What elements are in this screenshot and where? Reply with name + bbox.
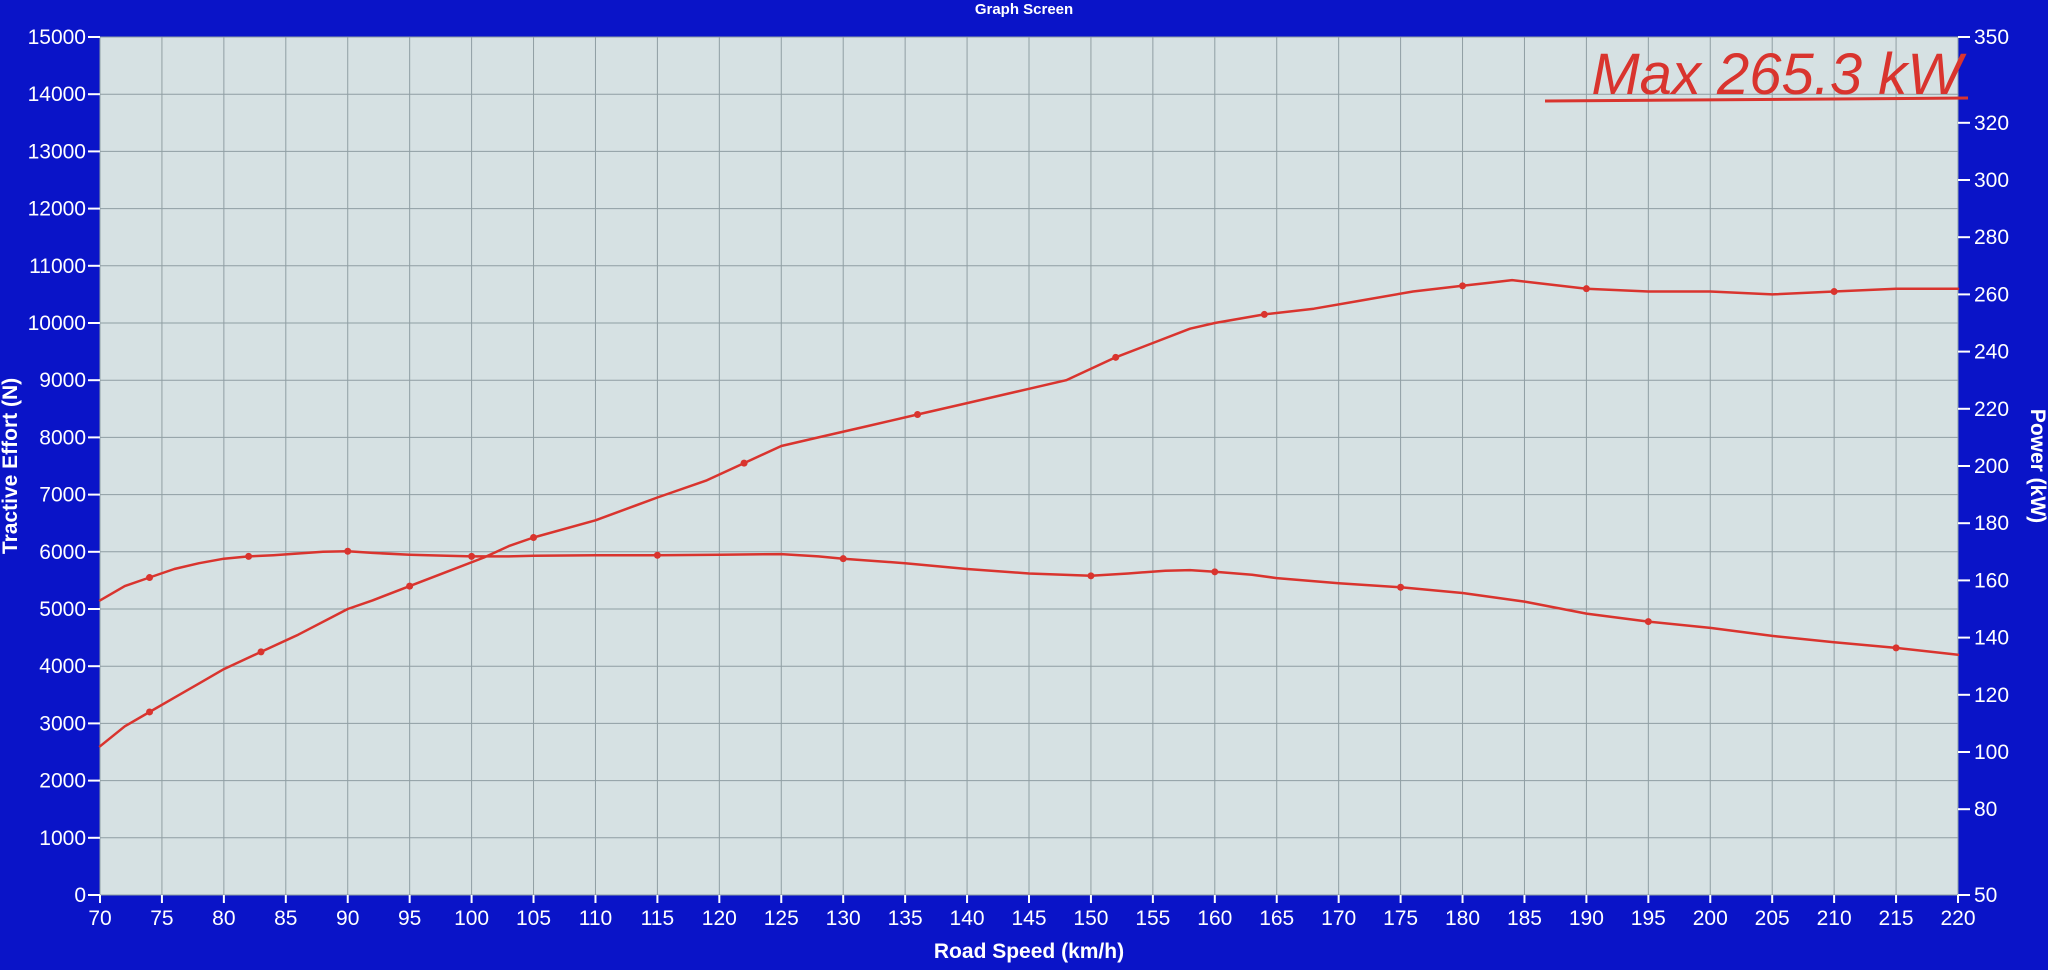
x-tick-label: 200: [1693, 907, 1728, 930]
x-tick-label: 210: [1817, 907, 1852, 930]
x-tick-label: 105: [516, 907, 551, 930]
left-tick-label: 3000: [39, 712, 86, 735]
left-tick-label: 14000: [28, 83, 86, 106]
x-tick-label: 170: [1321, 907, 1356, 930]
x-tick-label: 180: [1445, 907, 1480, 930]
left-tick-label: 10000: [28, 312, 86, 335]
left-tick-label: 12000: [28, 198, 86, 221]
x-tick-label: 115: [641, 907, 674, 930]
left-tick-label: 11000: [29, 255, 86, 278]
right-tick-label: 320: [1974, 112, 2009, 135]
x-tick-label: 185: [1507, 907, 1542, 930]
data-point: [1087, 572, 1095, 580]
x-tick-label: 165: [1259, 907, 1294, 930]
x-tick-label: 160: [1197, 907, 1232, 930]
right-tick-label: 180: [1974, 512, 2009, 535]
right-tick-label: 200: [1974, 455, 2009, 478]
data-point: [146, 574, 154, 582]
data-point: [1830, 288, 1838, 296]
left-tick-label: 4000: [39, 655, 86, 678]
data-point: [257, 648, 265, 656]
right-tick-label: 50: [1974, 884, 1997, 907]
left-tick-label: 2000: [39, 770, 86, 793]
data-point: [344, 547, 352, 555]
right-tick-label: 140: [1974, 627, 2009, 650]
left-tick-label: 1000: [39, 827, 86, 850]
x-tick-label: 145: [1011, 907, 1046, 930]
x-tick-label: 85: [274, 907, 297, 930]
data-point: [530, 534, 538, 541]
data-point: [245, 552, 253, 560]
left-tick-label: 9000: [39, 369, 86, 392]
x-tick-label: 130: [826, 907, 861, 930]
left-tick-label: 6000: [39, 541, 86, 564]
x-tick-label: 95: [398, 907, 421, 930]
y-axis-title: Tractive Effort (N): [0, 378, 22, 554]
right-tick-label: 220: [1974, 398, 2009, 421]
right-tick-label: 280: [1974, 226, 2009, 249]
x-axis-title: Road Speed (km/h): [934, 940, 1124, 963]
x-tick-label: 140: [950, 907, 985, 930]
left-tick-label: 15000: [28, 26, 86, 49]
x-tick-label: 175: [1383, 907, 1418, 930]
x-tick-label: 190: [1569, 907, 1604, 930]
left-tick-label: 5000: [39, 598, 86, 621]
right-tick-label: 100: [1974, 741, 2009, 764]
x-tick-label: 90: [336, 907, 359, 930]
x-tick-label: 195: [1631, 907, 1666, 930]
data-point: [1582, 285, 1590, 293]
data-point: [914, 411, 922, 419]
left-tick-label: 7000: [39, 484, 86, 507]
x-tick-label: 70: [88, 907, 111, 930]
x-tick-label: 80: [212, 907, 235, 930]
data-point: [406, 582, 414, 590]
data-point: [653, 551, 661, 559]
data-point: [146, 708, 154, 716]
y2-axis-title: Power (kW): [2026, 409, 2048, 523]
x-tick-label: 125: [764, 907, 799, 930]
data-point: [1112, 353, 1120, 361]
data-point: [1892, 644, 1900, 652]
data-point: [1397, 583, 1405, 591]
x-tick-label: 135: [888, 907, 923, 930]
x-tick-label: 100: [454, 907, 489, 930]
x-tick-label: 120: [702, 907, 737, 930]
window-title: Graph Screen: [0, 0, 2048, 20]
right-tick-label: 260: [1974, 283, 2009, 306]
max-power-underline: [1544, 96, 1969, 103]
right-tick-label: 80: [1974, 798, 1997, 821]
data-point: [1211, 568, 1219, 576]
right-axis-ticks: 50 80 100 120 140 160 180 200 220 240 260 280 300 320…: [1958, 26, 2009, 907]
series-layer: [98, 278, 1960, 748]
right-tick-label: 160: [1974, 569, 2009, 592]
data-point: [839, 555, 847, 563]
left-tick-label: 13000: [28, 140, 86, 163]
data-point: [740, 459, 748, 467]
max-power-annotation: Max 265.3 kW: [1544, 42, 1969, 107]
right-tick-label: 240: [1974, 341, 2009, 364]
x-tick-label: 220: [1940, 907, 1975, 930]
max-power-label: Max 265.3 kW: [1591, 42, 1967, 107]
left-tick-label: 0: [74, 884, 86, 907]
data-point: [468, 552, 476, 560]
x-tick-label: 215: [1879, 907, 1914, 930]
data-point: [1644, 618, 1652, 626]
x-tick-label: 110: [579, 907, 612, 930]
right-tick-label: 300: [1974, 169, 2009, 192]
data-point: [1459, 282, 1467, 290]
left-tick-label: 8000: [39, 426, 86, 449]
left-axis-ticks: 0 1000 2000 3000 4000 5000 6000 7000 8000 9000 100…: [28, 26, 100, 907]
right-tick-label: 120: [1974, 684, 2009, 707]
x-axis-ticks: 70 75 80 85 90 95 100 105 110 115 120 125 130 135 140 1…: [88, 895, 1976, 930]
tractive-effort-line: [98, 549, 1960, 657]
x-tick-label: 205: [1755, 907, 1790, 930]
x-tick-label: 150: [1073, 907, 1108, 930]
right-tick-label: 350: [1974, 26, 2009, 49]
data-point: [1260, 310, 1268, 318]
x-tick-label: 75: [150, 907, 173, 930]
x-tick-label: 155: [1135, 907, 1170, 930]
